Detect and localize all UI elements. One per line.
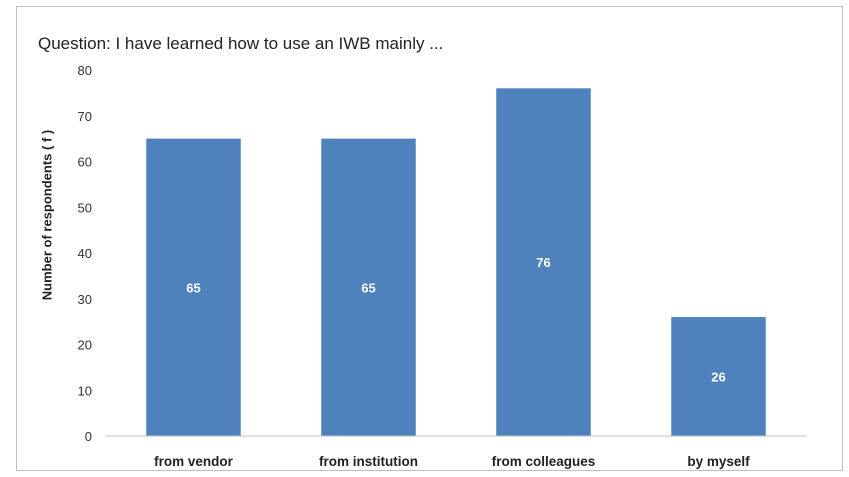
- data-label: 26: [711, 370, 725, 385]
- bars: [146, 88, 766, 437]
- y-tick-label: 50: [78, 200, 92, 215]
- bar: [146, 138, 241, 436]
- category-label: from vendor: [154, 454, 234, 469]
- category-label: by myself: [687, 454, 750, 469]
- bar: [321, 138, 416, 436]
- data-label: 65: [361, 280, 375, 295]
- y-tick-label: 60: [78, 155, 92, 170]
- chart-title: Question: I have learned how to use an I…: [38, 34, 444, 53]
- data-label: 76: [536, 255, 550, 270]
- y-tick-label: 40: [78, 246, 92, 261]
- y-tick-labels: 0 10 20 30 40 50 60 70 80: [78, 63, 92, 444]
- y-tick-label: 80: [78, 63, 92, 78]
- category-label: from institution: [319, 454, 418, 469]
- y-tick-label: 0: [85, 429, 92, 444]
- data-label: 65: [186, 280, 200, 295]
- bar: [496, 88, 591, 437]
- y-tick-label: 10: [78, 383, 92, 398]
- category-label: from colleagues: [492, 454, 596, 469]
- data-labels: 65 65 76 26: [186, 255, 725, 384]
- category-labels: from vendor from institution from colleagu…: [154, 454, 750, 469]
- y-tick-label: 70: [78, 109, 92, 124]
- y-tick-label: 20: [78, 338, 92, 353]
- bar: [671, 317, 766, 436]
- y-tick-label: 30: [78, 292, 92, 307]
